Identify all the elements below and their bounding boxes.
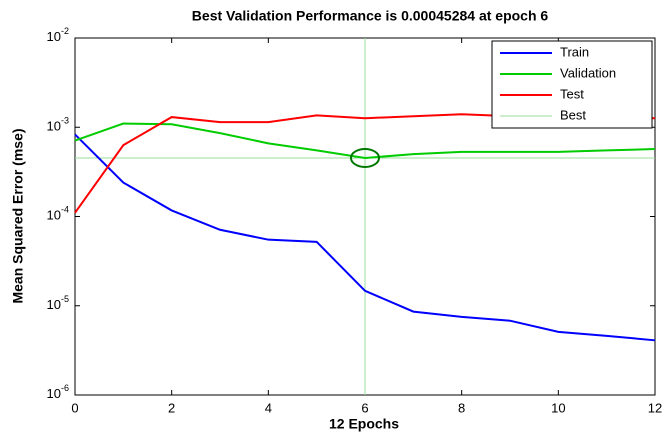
y-tick-label: 10-4	[47, 205, 69, 223]
y-tick-label: 10-3	[47, 116, 69, 134]
legend-label: Validation	[560, 65, 616, 80]
y-axis-label: Mean Squared Error (mse)	[10, 128, 26, 303]
chart-title: Best Validation Performance is 0.0004528…	[192, 8, 549, 24]
x-tick-label: 2	[168, 400, 175, 415]
x-tick-label: 0	[71, 400, 78, 415]
legend-label: Best	[560, 107, 586, 122]
legend-label: Test	[560, 86, 584, 101]
x-tick-label: 8	[458, 400, 465, 415]
series-line	[74, 122, 656, 159]
best-marker	[350, 147, 380, 168]
legend-box	[491, 40, 653, 129]
x-tick-label: 12	[648, 400, 662, 415]
series-line	[74, 133, 656, 342]
x-tick-label: 6	[361, 400, 368, 415]
y-tick-label: 10-2	[47, 26, 69, 44]
y-tick-label: 10-6	[47, 383, 69, 401]
x-axis-label: 12 Epochs	[329, 416, 399, 432]
legend-label: Train	[560, 44, 589, 59]
x-tick-label: 10	[551, 400, 565, 415]
y-tick-label: 10-5	[47, 294, 69, 312]
x-tick-label: 4	[265, 400, 272, 415]
